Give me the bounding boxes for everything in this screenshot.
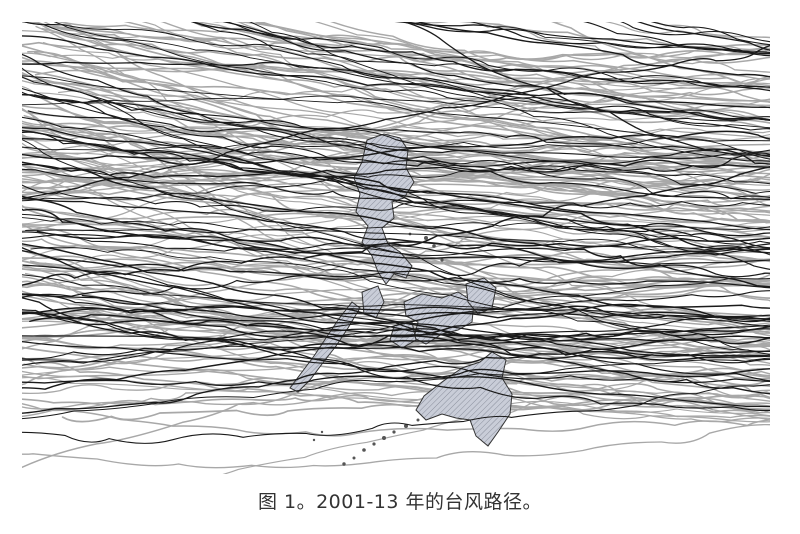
typhoon-track-dark (22, 165, 770, 202)
typhoon-track-dark (22, 274, 770, 322)
typhoon-track-dark (22, 213, 770, 328)
typhoon-track-dark (22, 357, 770, 420)
typhoon-track-light (22, 205, 770, 288)
typhoon-track-dark (620, 22, 770, 43)
typhoon-track-light (22, 320, 770, 359)
typhoon-track-light (42, 42, 770, 118)
typhoon-track-map (22, 22, 770, 474)
typhoon-track-dark (22, 311, 770, 351)
typhoon-track-dark (213, 22, 770, 121)
typhoon-track-dark (22, 168, 770, 249)
typhoon-track-light (22, 56, 770, 223)
typhoon-track-dark (22, 130, 770, 164)
typhoon-track-dark (22, 305, 770, 321)
typhoon-track-dark (22, 129, 770, 254)
typhoon-track-light (22, 164, 770, 262)
typhoon-track-dark (226, 22, 770, 88)
figure-caption: 图 1。2001-13 年的台风路径。 (257, 491, 543, 513)
typhoon-track-light (22, 266, 770, 282)
typhoon-track-light (31, 165, 770, 200)
typhoon-track-light (22, 30, 770, 60)
typhoon-track-dark (53, 22, 770, 129)
typhoon-track-dark (22, 184, 770, 213)
sulu-archipelago (312, 232, 444, 466)
typhoon-track-light (22, 266, 770, 405)
typhoon-track-dark (404, 22, 770, 55)
typhoon-track-dark (22, 335, 770, 414)
typhoon-track-light (459, 22, 770, 48)
typhoon-track-dark (582, 22, 770, 54)
typhoon-track-dark (190, 22, 770, 131)
typhoon-track-dark (22, 293, 770, 357)
typhoon-track-light (22, 309, 770, 346)
typhoon-track-light (22, 354, 770, 388)
typhoon-track-light (141, 22, 770, 138)
typhoon-track-light (22, 376, 770, 417)
typhoon-track-dark (22, 116, 770, 167)
typhoon-track-dark (22, 67, 770, 256)
typhoon-track-dark (22, 368, 770, 387)
typhoon-track-dark (25, 228, 770, 251)
typhoon-track-dark (650, 22, 770, 46)
typhoon-track-dark (22, 309, 770, 412)
typhoon-track-dark (22, 248, 770, 298)
typhoon-track-dark (22, 139, 770, 356)
typhoon-track-dark (22, 76, 770, 200)
typhoon-track-dark (22, 243, 770, 345)
typhoon-track-dark (36, 230, 770, 262)
typhoon-track-dark (22, 95, 770, 121)
typhoon-track-dark (415, 22, 770, 78)
typhoon-track-dark (22, 159, 770, 178)
typhoon-track-dark (22, 277, 770, 363)
typhoon-track-light (22, 227, 770, 250)
typhoon-track-dark (22, 93, 770, 158)
typhoon-track-dark (22, 250, 770, 289)
typhoon-track-light (58, 82, 770, 102)
typhoon-track-dark (22, 290, 770, 366)
typhoon-track-dark (23, 22, 770, 122)
typhoon-track-dark (22, 91, 770, 172)
typhoon-track-dark (22, 35, 770, 108)
typhoon-track-light (22, 423, 770, 469)
typhoon-track-dark (22, 94, 770, 194)
typhoon-track-light (22, 282, 770, 386)
typhoon-track-light (58, 22, 770, 103)
typhoon-track-dark (22, 217, 770, 231)
typhoon-track-dark (22, 247, 770, 395)
typhoon-track-light (237, 22, 770, 207)
typhoon-track-light (22, 62, 770, 103)
mindanao-island (415, 351, 513, 447)
typhoon-track-light (35, 22, 770, 168)
typhoon-track-dark (22, 75, 770, 160)
typhoon-track-light (22, 98, 770, 142)
typhoon-track-dark (402, 22, 770, 165)
typhoon-track-dark (22, 195, 770, 278)
typhoon-track-light (24, 258, 770, 340)
typhoon-track-dark (22, 137, 770, 152)
typhoon-track-light (22, 260, 770, 415)
typhoon-track-dark (27, 110, 770, 158)
typhoon-track-dark (22, 324, 770, 360)
typhoon-track-dark (30, 246, 770, 353)
typhoon-track-light (22, 78, 770, 192)
typhoon-track-dark (249, 22, 770, 162)
typhoon-track-light (22, 41, 770, 63)
typhoon-track-dark (22, 53, 770, 201)
palawan-island (289, 301, 361, 393)
typhoon-track-dark (22, 384, 770, 444)
typhoon-track-light (32, 251, 770, 274)
typhoon-track-light (653, 22, 770, 39)
typhoon-track-dark (29, 316, 770, 361)
typhoon-track-light (22, 346, 770, 380)
typhoon-tracks-dark (22, 22, 770, 444)
typhoon-track-light (22, 390, 770, 419)
typhoon-track-light (258, 22, 770, 121)
typhoon-track-light (22, 125, 770, 142)
typhoon-track-dark (637, 22, 770, 51)
typhoon-track-dark (22, 198, 770, 250)
